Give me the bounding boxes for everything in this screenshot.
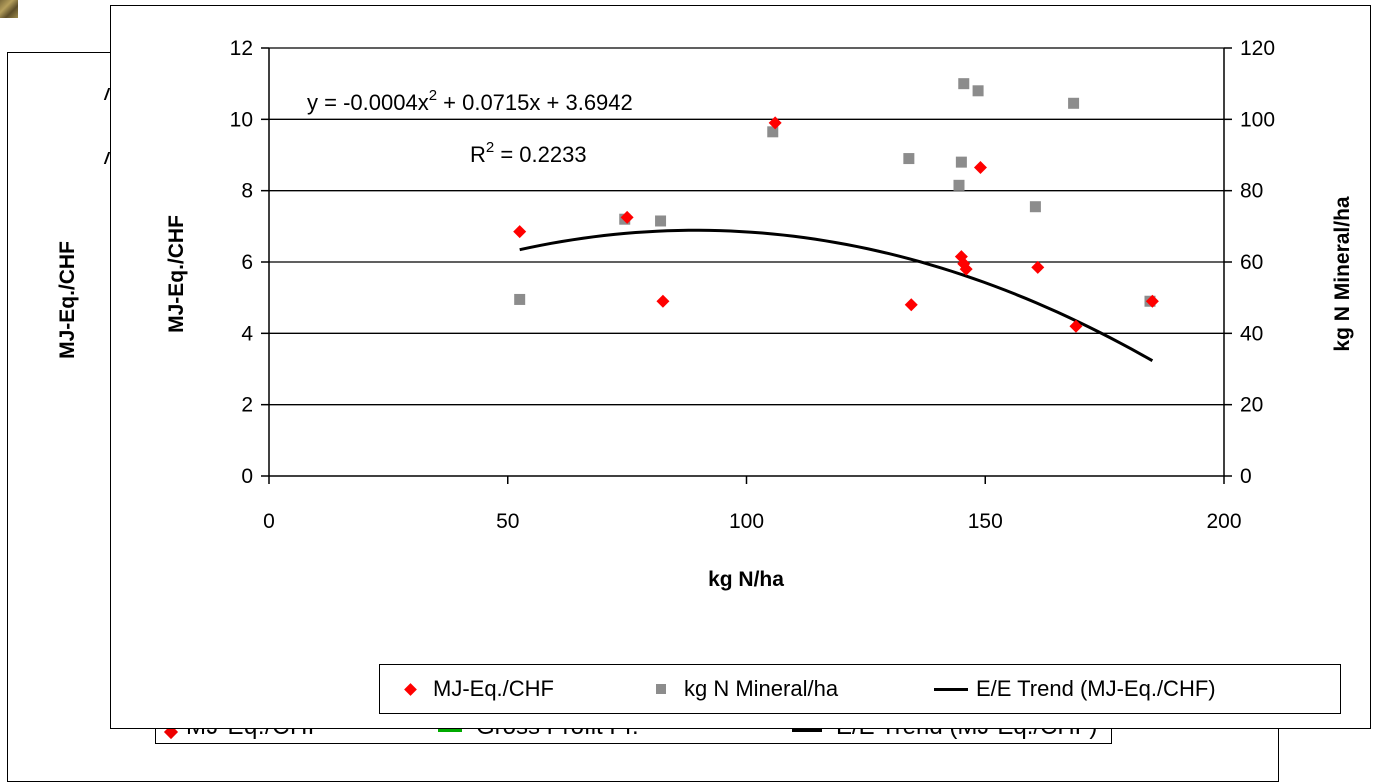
y2-tick-label: 40 — [1240, 322, 1263, 345]
y-tick-label: 12 — [230, 37, 253, 60]
background-legend-line-icon — [438, 729, 462, 732]
x-tick-label: 150 — [968, 510, 1003, 533]
mj-point — [904, 298, 918, 312]
legend-diamond-icon — [404, 682, 417, 696]
legend-item-trend: E/E Trend (MJ-Eq./CHF) — [934, 665, 1216, 713]
mineral-point — [1068, 97, 1080, 109]
y-tick-label: 10 — [230, 108, 253, 131]
mj-point — [1069, 319, 1083, 333]
x-tick-label: 50 — [496, 510, 519, 533]
legend-item-mineral: kg N Mineral/ha — [656, 665, 838, 713]
mineral-point — [1029, 201, 1041, 213]
legend-line-icon — [934, 687, 968, 691]
background-y-axis-title: MJ-Eq./CHF — [56, 241, 79, 359]
mj-point — [1145, 294, 1159, 308]
grid-lines — [269, 47, 1224, 406]
y2-tick-label: 60 — [1240, 251, 1263, 274]
legend-label: E/E Trend (MJ-Eq./CHF) — [976, 676, 1216, 701]
chart-legend: MJ-Eq./CHF kg N Mineral/ha E/E Trend (MJ… — [379, 664, 1341, 714]
background-thumbnail-image — [0, 0, 18, 18]
y2-axis-title: kg N Mineral/ha — [1331, 196, 1354, 352]
x-tick-label: 0 — [263, 510, 275, 533]
axes — [261, 47, 1232, 484]
data-points — [513, 78, 1159, 333]
mineral-point — [958, 78, 970, 90]
x-tick-label: 200 — [1206, 510, 1241, 533]
y-tick-label: 0 — [241, 465, 253, 488]
mineral-point — [972, 85, 984, 97]
mj-point — [656, 294, 670, 308]
r-squared-label: R2 = 0.2233 — [470, 139, 587, 167]
x-tick-label: 100 — [729, 510, 764, 533]
y2-tick-label: 100 — [1240, 108, 1275, 131]
y2-tick-label: 20 — [1240, 394, 1263, 417]
background-legend-line-icon — [792, 729, 822, 732]
mineral-point — [767, 126, 779, 138]
legend-label: MJ-Eq./CHF — [433, 676, 554, 701]
mj-point — [959, 262, 973, 276]
y2-tick-label: 120 — [1240, 37, 1275, 60]
mj-point — [1031, 260, 1045, 274]
chart-panel: 0 2 4 6 8 10 12 0 20 40 60 80 100 120 0 50 100 150 200 y =… — [110, 5, 1371, 729]
y2-tick-label: 80 — [1240, 180, 1263, 203]
legend-item-mj: MJ-Eq./CHF — [404, 665, 554, 713]
trendline-layer — [519, 228, 1154, 363]
trendline — [519, 228, 1154, 363]
mj-point — [768, 116, 782, 130]
y-tick-label: 8 — [241, 180, 253, 203]
y-tick-label: 6 — [241, 251, 253, 274]
y-tick-label: 2 — [241, 394, 253, 417]
x-axis-title: kg N/ha — [708, 568, 784, 591]
mineral-point — [655, 215, 667, 227]
mineral-point — [955, 156, 967, 168]
mineral-point — [953, 179, 965, 191]
mj-point — [620, 210, 634, 224]
mineral-point — [903, 153, 915, 165]
legend-label: kg N Mineral/ha — [684, 676, 839, 701]
legend-square-icon — [656, 684, 666, 694]
y2-tick-label: 0 — [1240, 465, 1252, 488]
y-axis-title: MJ-Eq./CHF — [165, 215, 188, 333]
mineral-point — [514, 293, 526, 305]
mj-point — [973, 160, 987, 174]
mj-point — [513, 225, 527, 239]
y-tick-label: 4 — [241, 322, 253, 345]
trend-equation: y = -0.0004x2 + 0.0715x + 3.6942 — [307, 87, 633, 115]
